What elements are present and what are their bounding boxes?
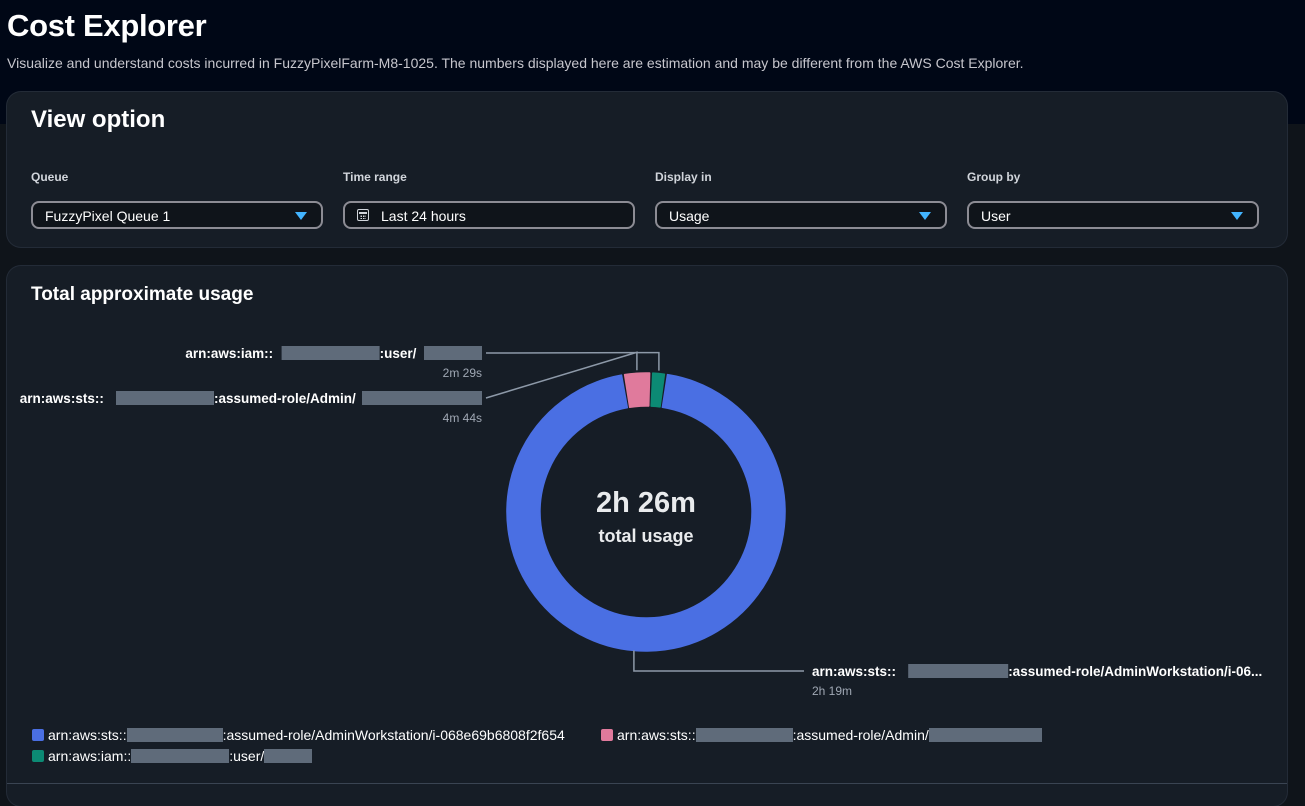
slice-leader-line [485, 351, 660, 371]
slice-label: :user/ [380, 346, 417, 361]
redaction-block [928, 728, 1042, 742]
legend-swatch [32, 750, 44, 762]
slice-label: :assumed-role/Admin/ [214, 391, 356, 406]
display-in-select[interactable]: Usage [655, 201, 947, 229]
view-option-panel: View option Queue FuzzyPixel Queue 1 Tim… [7, 92, 1287, 247]
usage-title: Total approximate usage [31, 284, 254, 305]
legend-item[interactable]: arn:aws:iam:::user/ [32, 748, 313, 764]
redaction-block [116, 391, 214, 405]
redaction-block [908, 664, 1009, 678]
legend-label: arn:aws:sts:: [48, 727, 127, 743]
redaction-block [264, 749, 313, 763]
redaction-block [131, 749, 230, 763]
legend-label: arn:aws:iam:: [48, 748, 132, 764]
redaction-block [695, 728, 793, 742]
redaction-block [126, 728, 223, 742]
slice-label: arn:aws:sts:: [20, 391, 104, 406]
slice-value-label: 2m 29s [443, 366, 482, 380]
slice-value-label: 4m 44s [443, 411, 482, 425]
view-option-title: View option [31, 106, 166, 133]
slice-label: arn:aws:sts:: [812, 664, 896, 679]
caret-down-icon [295, 212, 307, 220]
caret-down-icon [1231, 212, 1243, 220]
legend-label: :assumed-role/Admin/ [792, 727, 929, 743]
page-description: Visualize and understand costs incurred … [7, 55, 1024, 71]
time-range-picker[interactable]: Last 24 hours [343, 201, 635, 229]
redaction-block [424, 346, 482, 360]
donut-slice[interactable] [506, 373, 786, 652]
legend-swatch [32, 729, 44, 741]
slice-label: :assumed-role/AdminWorkstation/i-06... [1008, 664, 1262, 679]
total-usage-value: 2h 26m [596, 487, 696, 519]
display-in-label: Display in [655, 170, 712, 184]
page-title: Cost Explorer [7, 8, 207, 43]
legend-label: arn:aws:sts:: [617, 727, 696, 743]
slice-label: arn:aws:iam:: [185, 346, 273, 361]
donut-slice[interactable] [623, 372, 651, 409]
legend-swatch [601, 729, 613, 741]
redaction-block [362, 391, 482, 405]
slice-value-label: 2h 19m [812, 684, 852, 698]
legend-label: :assumed-role/AdminWorkstation/i-068e69b… [222, 727, 565, 743]
queue-select[interactable]: FuzzyPixel Queue 1 [31, 201, 323, 229]
legend-item[interactable]: arn:aws:sts:::assumed-role/Admin/ [601, 727, 1042, 743]
total-usage-caption: total usage [598, 526, 693, 546]
calendar-icon [357, 209, 369, 221]
usage-panel: Total approximate usage [7, 266, 1287, 806]
redaction-block [281, 346, 380, 360]
legend-item[interactable]: arn:aws:sts:::assumed-role/AdminWorkstat… [32, 727, 565, 743]
donut-slice[interactable] [650, 372, 666, 408]
caret-down-icon [919, 212, 931, 220]
group-by-value: User [981, 208, 1011, 224]
display-in-value: Usage [669, 208, 710, 224]
group-by-label: Group by [967, 170, 1021, 184]
slice-leader-line [633, 650, 804, 672]
time-range-label: Time range [343, 170, 407, 184]
legend-label: :user/ [229, 748, 265, 764]
time-range-value: Last 24 hours [381, 208, 466, 224]
group-by-select[interactable]: User [967, 201, 1259, 229]
divider [7, 783, 1287, 784]
queue-value: FuzzyPixel Queue 1 [45, 208, 171, 224]
queue-label: Queue [31, 170, 69, 184]
